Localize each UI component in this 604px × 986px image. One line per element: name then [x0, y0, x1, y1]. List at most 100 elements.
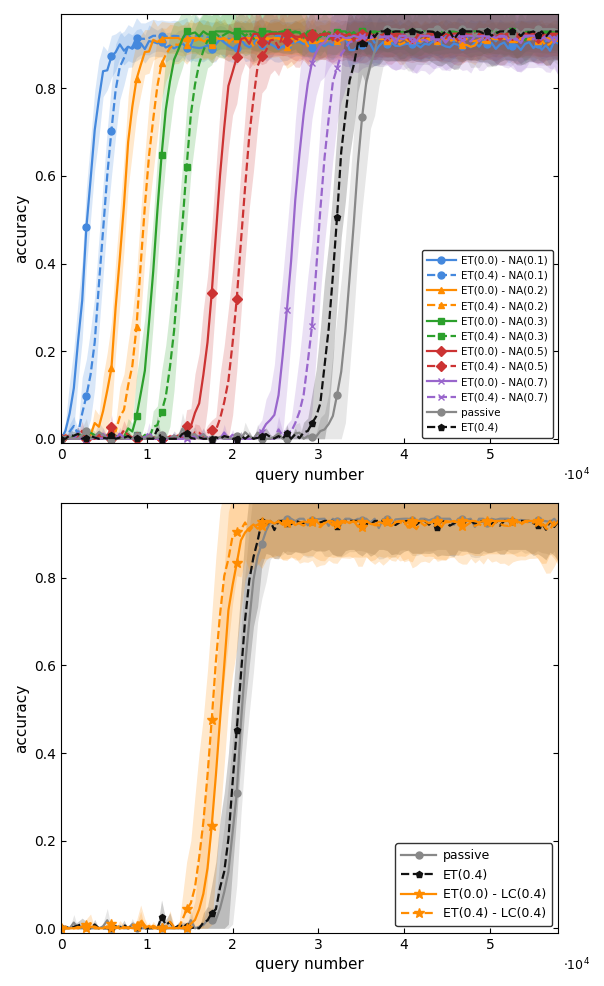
- ET(0.0) - NA(0.1): [57, 433, 65, 445]
- passive: [555, 25, 562, 36]
- ET(0.4) - NA(0.2): [405, 33, 412, 44]
- ET(0.4) - NA(0.5): [279, 29, 286, 40]
- passive: [191, 428, 199, 440]
- ET(0.0) - NA(0.2): [555, 35, 562, 46]
- ET(0.4): [162, 433, 169, 445]
- ET(0.4) - NA(0.5): [57, 433, 65, 445]
- ET(0.4) - NA(0.2): [455, 36, 462, 48]
- ET(0.0) - NA(0.7): [191, 432, 199, 444]
- ET(0.0) - NA(0.5): [191, 407, 199, 419]
- ET(0.4) - LC(0.4): [338, 516, 345, 528]
- ET(0.4) - NA(0.7): [191, 431, 199, 443]
- ET(0.4) - LC(0.4): [258, 516, 265, 528]
- passive: [388, 24, 395, 35]
- ET(0.4) - NA(0.3): [405, 27, 412, 38]
- Text: $\cdot10^4$: $\cdot10^4$: [564, 956, 590, 973]
- passive: [283, 513, 291, 525]
- ET(0.4): [162, 919, 169, 931]
- ET(0.4) - NA(0.3): [191, 79, 199, 91]
- ET(0.0) - NA(0.2): [196, 33, 203, 44]
- ET(0.0) - NA(0.5): [57, 433, 65, 445]
- passive: [57, 433, 65, 445]
- ET(0.4) - NA(0.7): [555, 35, 562, 46]
- ET(0.0) - NA(0.3): [455, 26, 462, 37]
- passive: [191, 922, 199, 934]
- ET(0.0) - LC(0.4): [542, 520, 550, 531]
- ET(0.0) - NA(0.5): [542, 30, 550, 41]
- ET(0.0) - NA(0.5): [271, 28, 278, 39]
- ET(0.4) - NA(0.2): [542, 39, 550, 51]
- ET(0.0) - NA(0.2): [542, 33, 550, 44]
- Y-axis label: accuracy: accuracy: [14, 194, 29, 263]
- ET(0.0) - LC(0.4): [162, 922, 169, 934]
- ET(0.4) - NA(0.7): [57, 433, 65, 445]
- ET(0.0) - NA(0.7): [329, 30, 336, 41]
- ET(0.0) - NA(0.1): [455, 38, 462, 50]
- ET(0.0) - LC(0.4): [405, 522, 412, 533]
- ET(0.4) - NA(0.2): [187, 33, 194, 44]
- ET(0.4) - NA(0.1): [555, 30, 562, 41]
- ET(0.4) - NA(0.2): [162, 49, 169, 61]
- ET(0.4) - NA(0.7): [358, 31, 365, 42]
- ET(0.4): [57, 433, 65, 445]
- ET(0.4) - NA(0.5): [555, 29, 562, 40]
- X-axis label: query number: query number: [255, 957, 364, 972]
- ET(0.4) - NA(0.1): [166, 31, 173, 42]
- ET(0.0) - NA(0.3): [338, 26, 345, 37]
- Legend: passive, ET(0.4), ET(0.0) - LC(0.4), ET(0.4) - LC(0.4): passive, ET(0.4), ET(0.0) - LC(0.4), ET(…: [395, 843, 552, 927]
- ET(0.0) - NA(0.1): [333, 35, 341, 47]
- Line: passive: passive: [58, 516, 562, 932]
- passive: [455, 25, 462, 36]
- ET(0.0) - NA(0.1): [555, 37, 562, 49]
- ET(0.0) - NA(0.5): [405, 29, 412, 40]
- ET(0.4) - NA(0.7): [455, 33, 462, 44]
- ET(0.4): [57, 922, 65, 934]
- ET(0.4) - NA(0.3): [555, 27, 562, 38]
- ET(0.0) - NA(0.5): [162, 433, 169, 445]
- ET(0.4): [338, 517, 345, 528]
- Line: ET(0.4): ET(0.4): [58, 28, 562, 443]
- ET(0.4) - NA(0.7): [542, 33, 550, 44]
- Line: ET(0.0) - NA(0.5): ET(0.0) - NA(0.5): [58, 31, 562, 443]
- ET(0.4) - NA(0.2): [57, 433, 65, 445]
- ET(0.4): [555, 26, 562, 37]
- ET(0.0) - NA(0.5): [555, 28, 562, 39]
- Line: ET(0.0) - LC(0.4): ET(0.0) - LC(0.4): [56, 516, 564, 933]
- ET(0.4) - NA(0.1): [542, 35, 550, 47]
- passive: [338, 518, 345, 529]
- ET(0.0) - NA(0.3): [196, 31, 203, 42]
- Line: ET(0.0) - NA(0.3): ET(0.0) - NA(0.3): [58, 28, 562, 443]
- ET(0.4) - NA(0.1): [338, 31, 345, 42]
- ET(0.4) - NA(0.7): [333, 62, 341, 74]
- ET(0.4) - LC(0.4): [191, 881, 199, 893]
- ET(0.0) - NA(0.3): [57, 433, 65, 445]
- passive: [455, 513, 462, 525]
- ET(0.4) - NA(0.1): [150, 30, 157, 41]
- ET(0.4) - NA(0.5): [405, 29, 412, 40]
- Line: ET(0.0) - NA(0.2): ET(0.0) - NA(0.2): [58, 35, 562, 443]
- ET(0.0) - LC(0.4): [338, 515, 345, 527]
- passive: [405, 30, 412, 41]
- ET(0.4) - NA(0.5): [455, 35, 462, 46]
- ET(0.0) - NA(0.1): [162, 41, 169, 53]
- ET(0.0) - NA(0.3): [162, 104, 169, 115]
- ET(0.4) - LC(0.4): [555, 516, 562, 528]
- ET(0.4): [333, 211, 341, 223]
- ET(0.4): [258, 515, 265, 527]
- Text: $\cdot10^4$: $\cdot10^4$: [564, 466, 590, 483]
- passive: [162, 922, 169, 934]
- ET(0.4) - NA(0.3): [542, 28, 550, 39]
- ET(0.0) - NA(0.2): [162, 33, 169, 44]
- ET(0.0) - NA(0.3): [555, 26, 562, 37]
- ET(0.4) - NA(0.2): [338, 33, 345, 44]
- Line: ET(0.0) - NA(0.1): ET(0.0) - NA(0.1): [58, 34, 562, 443]
- ET(0.4): [542, 524, 550, 535]
- passive: [555, 518, 562, 529]
- passive: [333, 389, 341, 401]
- ET(0.4) - NA(0.7): [405, 31, 412, 42]
- ET(0.0) - NA(0.1): [542, 39, 550, 51]
- ET(0.0) - NA(0.7): [405, 30, 412, 41]
- ET(0.0) - LC(0.4): [191, 914, 199, 926]
- ET(0.4) - LC(0.4): [542, 523, 550, 534]
- ET(0.4) - NA(0.1): [196, 30, 203, 41]
